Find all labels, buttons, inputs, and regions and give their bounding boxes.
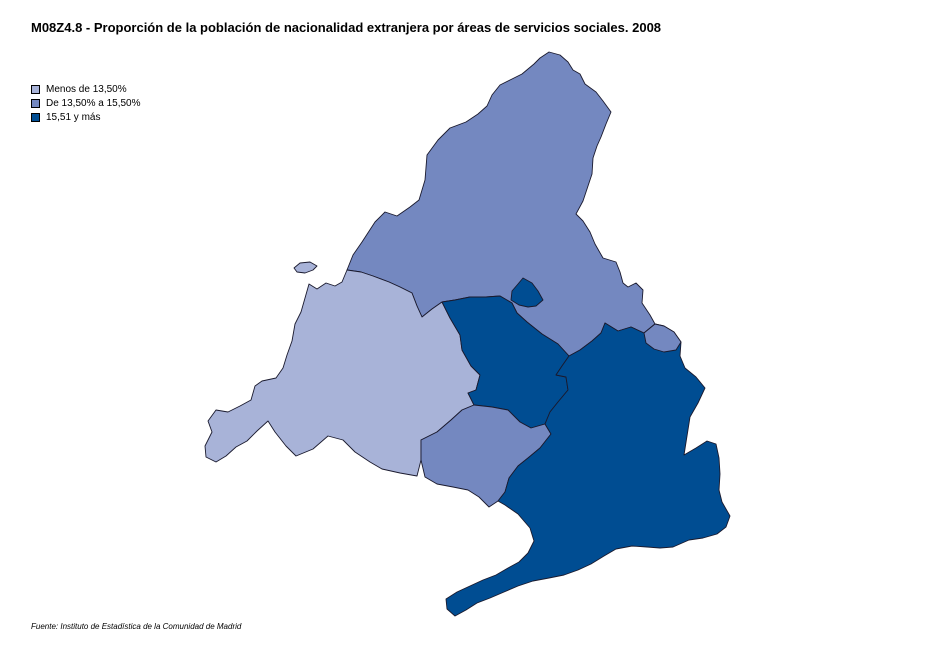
legend-label-low: Menos de 13,50%: [46, 83, 127, 95]
legend-swatch-low: [31, 84, 40, 94]
legend-item-high: 15,51 y más: [31, 110, 141, 124]
legend-swatch-high: [31, 112, 40, 122]
region-este-sur: [445, 322, 731, 617]
legend-swatch-mid: [31, 98, 40, 108]
region-enclave-norte: [510, 277, 544, 308]
region-enclave-este: [643, 323, 682, 353]
legend-item-low: Menos de 13,50%: [31, 82, 141, 96]
map-title: M08Z4.8 - Proporción de la población de …: [31, 20, 662, 35]
legend-item-mid: De 13,50% a 15,50%: [31, 96, 141, 110]
source-note: Fuente: Instituto de Estadística de la C…: [31, 622, 242, 631]
legend-label-mid: De 13,50% a 15,50%: [46, 97, 141, 109]
legend-label-high: 15,51 y más: [46, 111, 101, 123]
region-isla-noroeste: [293, 261, 318, 274]
legend: Menos de 13,50% De 13,50% a 15,50% 15,51…: [31, 82, 141, 124]
